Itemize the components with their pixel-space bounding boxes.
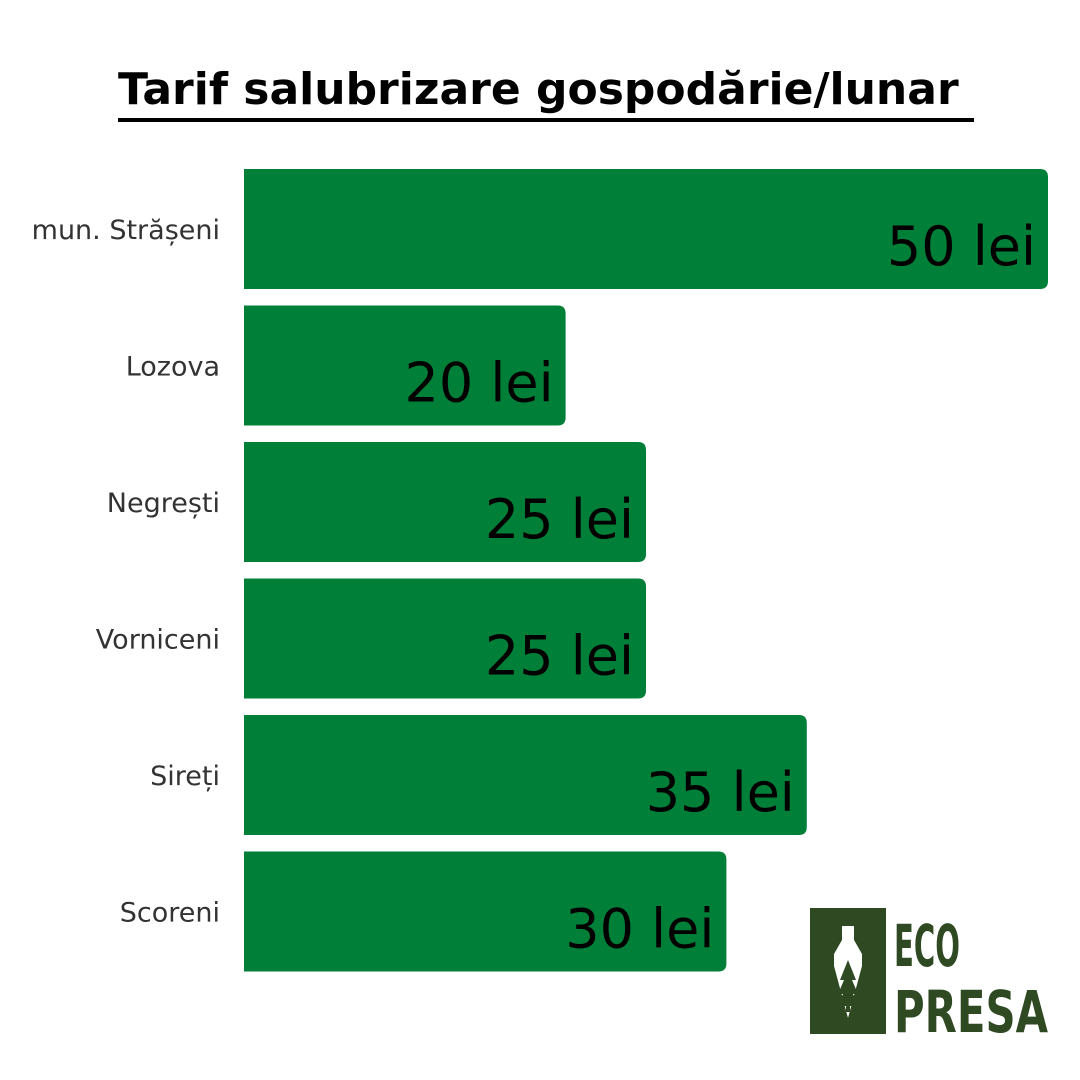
category-label-2: Negrești (107, 488, 220, 519)
category-label-5: Scoreni (120, 898, 220, 929)
chart-title: Tarif salubrizare gospodărie/lunar (118, 64, 959, 115)
ecopresa-logo: ECO PRESA (810, 908, 1048, 1036)
bar-2 (244, 442, 646, 562)
bar-3 (244, 578, 646, 699)
value-label-4: 35 lei (646, 761, 795, 824)
value-label-2: 25 lei (485, 488, 634, 551)
category-label-4: Sireți (150, 761, 220, 792)
logo-text-presa: PRESA (894, 978, 1048, 1036)
category-label-3: Vorniceni (96, 625, 220, 656)
category-label-1: Lozova (126, 352, 220, 383)
bar-0 (244, 169, 1048, 289)
bar-1 (244, 305, 566, 426)
value-label-3: 25 lei (485, 625, 634, 688)
value-label-5: 30 lei (565, 898, 714, 961)
category-label-0: mun. Strășeni (32, 215, 220, 246)
value-label-0: 50 lei (887, 215, 1036, 278)
logo-text-eco: ECO (894, 912, 960, 980)
bar-4 (244, 715, 807, 835)
title-underline (118, 118, 974, 122)
bar-5 (244, 851, 727, 972)
value-label-1: 20 lei (404, 352, 553, 415)
fountain-pen-icon (834, 926, 862, 1018)
